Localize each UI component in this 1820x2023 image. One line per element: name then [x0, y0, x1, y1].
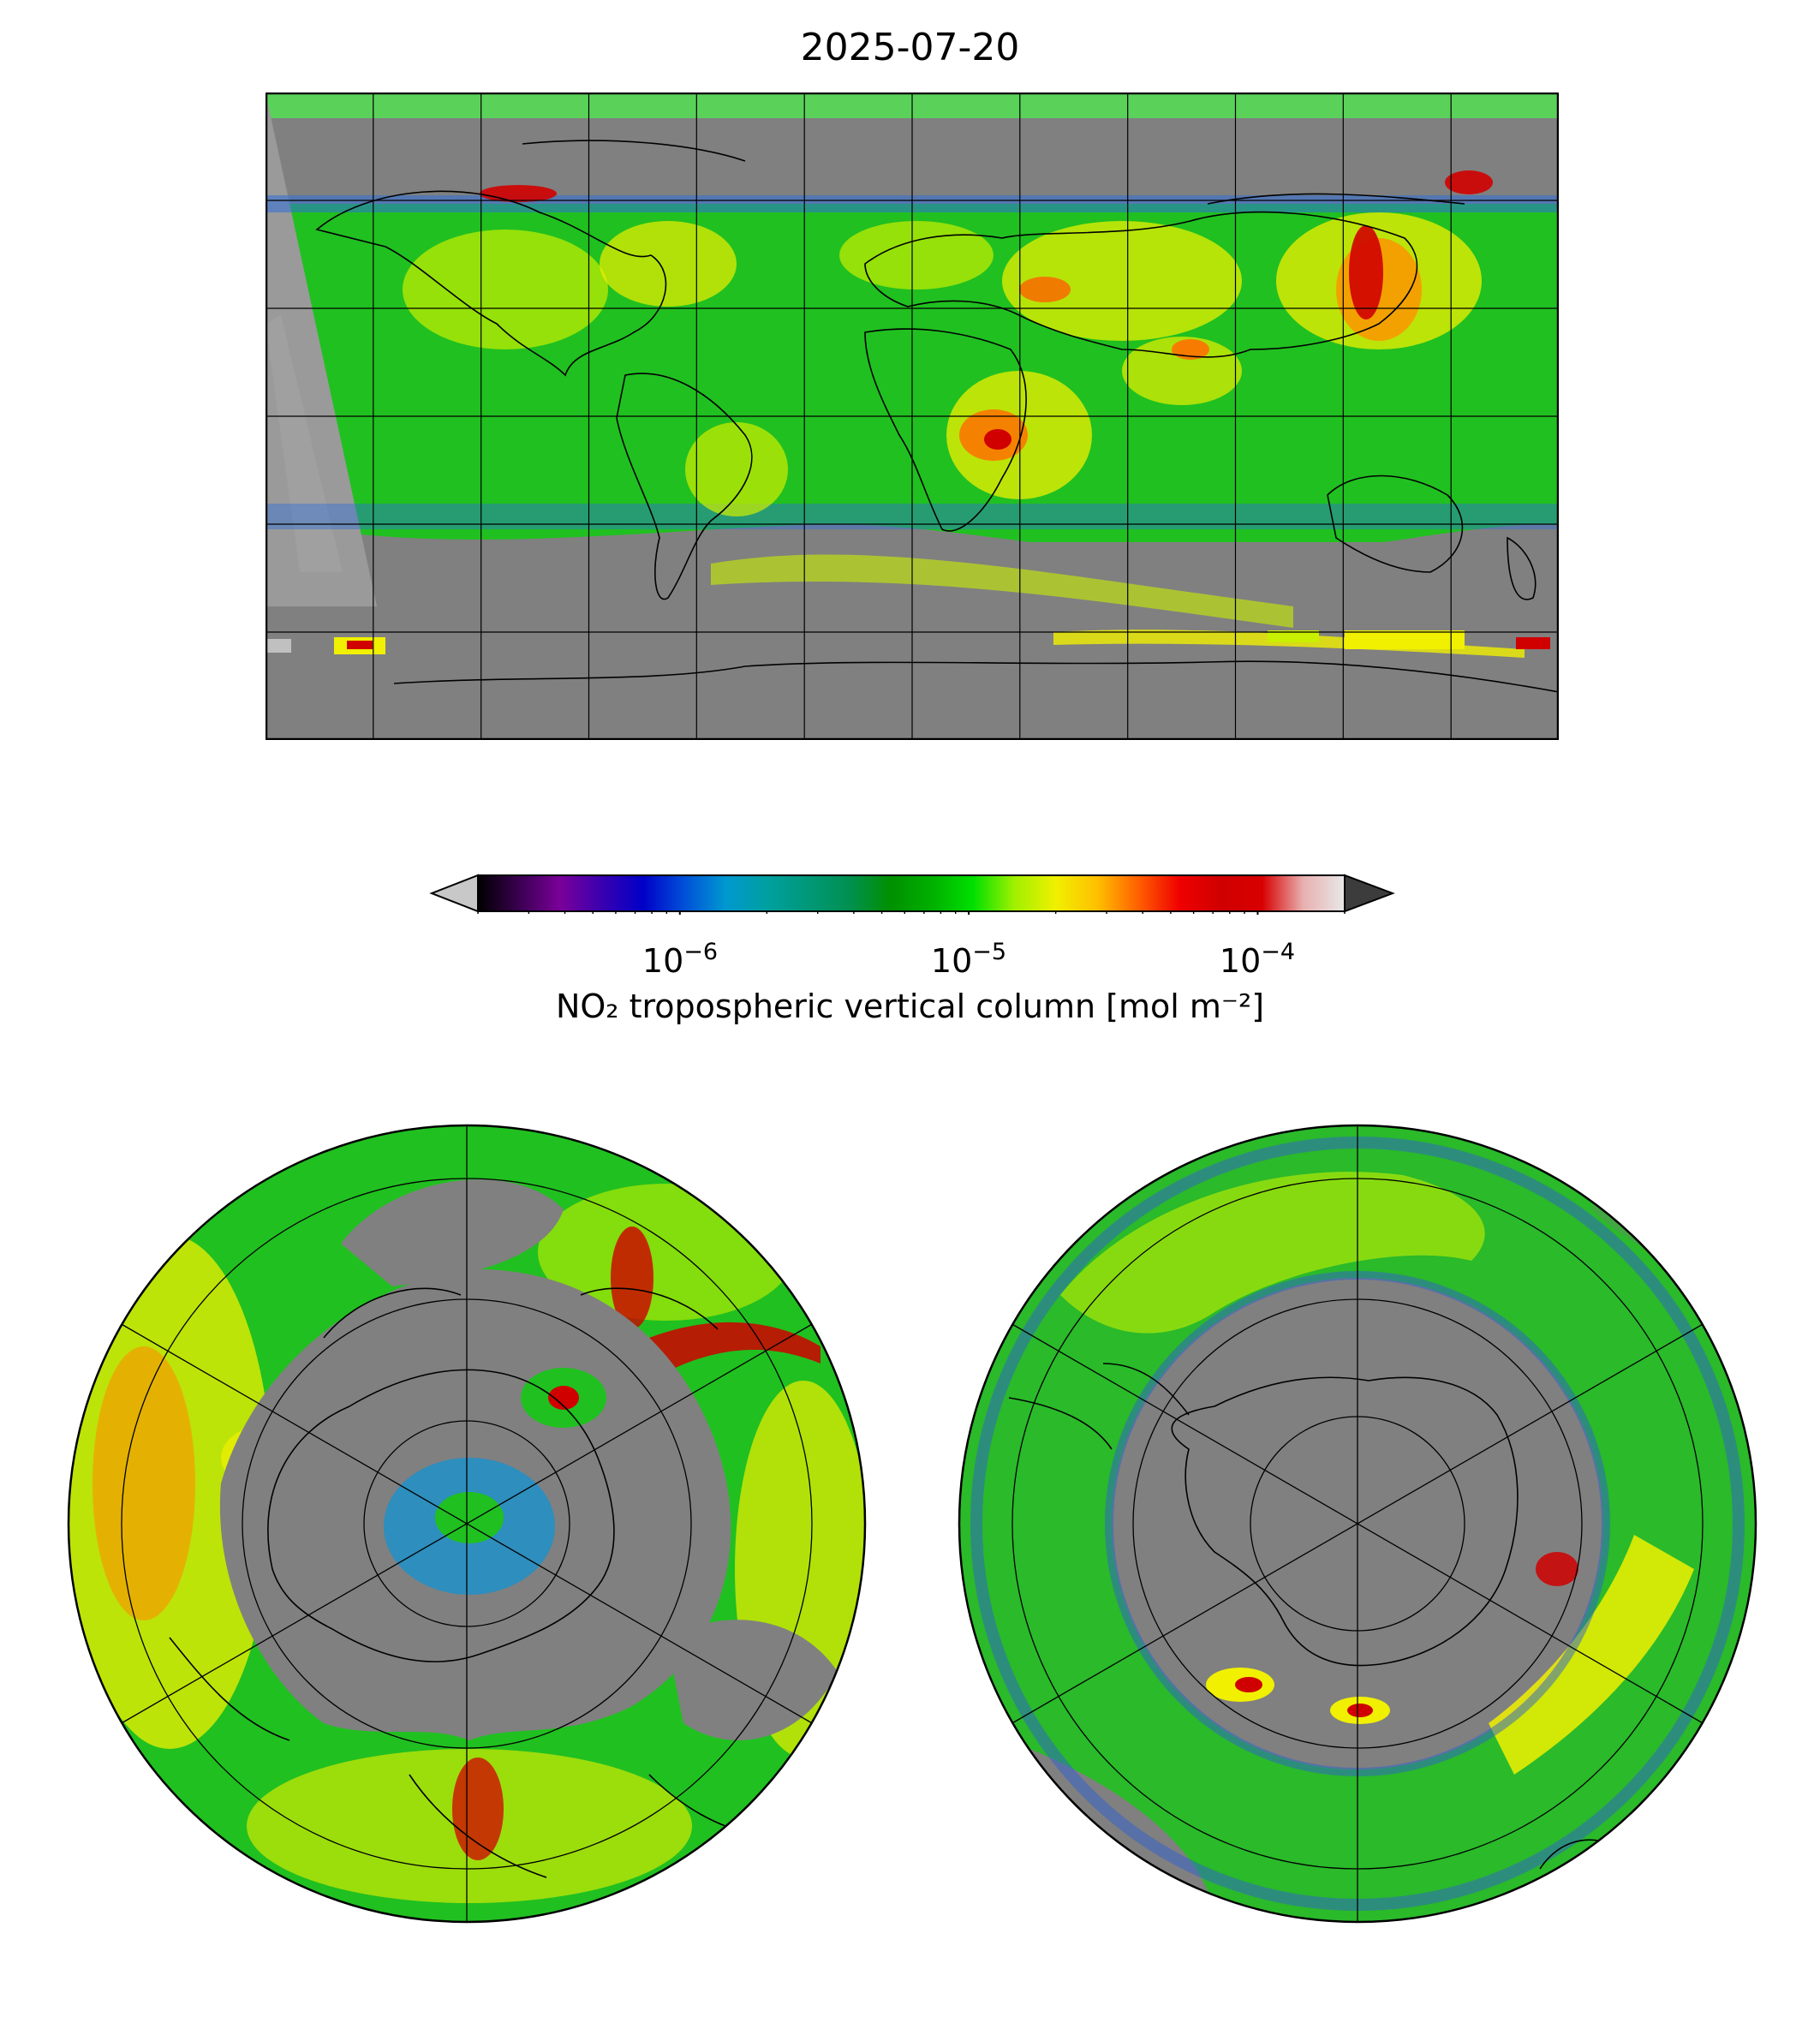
figure-title: 2025-07-20 [800, 26, 1020, 69]
map-border [958, 1124, 1757, 1924]
gridlines [266, 92, 1559, 740]
colorbar-tick-label: 10−5 [930, 939, 1007, 980]
colorbar-over-extend [1344, 874, 1395, 913]
colorbar [429, 874, 1395, 915]
coastlines [315, 140, 1559, 693]
map-border [67, 1124, 867, 1924]
colorbar-tick-label: 10−4 [1219, 939, 1296, 980]
colorbar-body [478, 875, 1345, 911]
global-map [266, 92, 1559, 740]
colorbar-label: NO₂ tropospheric vertical column [mol m⁻… [555, 988, 1265, 1025]
colorbar-ticks [477, 911, 1346, 915]
colorbar-under-extend [429, 874, 479, 913]
gridlines [1010, 1125, 1705, 1922]
south-polar-map [958, 1124, 1757, 1924]
north-polar-map [67, 1124, 867, 1924]
colorbar-tick-label: 10−6 [641, 939, 719, 980]
swath-gap [266, 315, 343, 572]
gridlines [119, 1125, 815, 1922]
map-border [266, 92, 1559, 740]
